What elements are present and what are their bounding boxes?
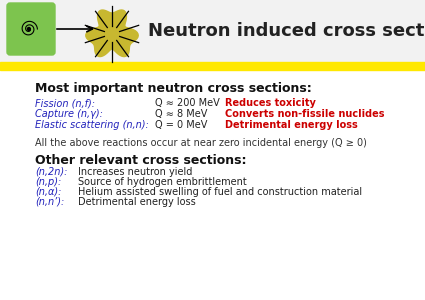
Circle shape	[27, 28, 31, 31]
Text: (n,2n):: (n,2n):	[35, 167, 68, 177]
Text: Fission (n,f):: Fission (n,f):	[35, 98, 95, 108]
Text: Helium assisted swelling of fuel and construction material: Helium assisted swelling of fuel and con…	[78, 187, 362, 197]
Polygon shape	[86, 10, 138, 57]
Text: Most important neutron cross sections:: Most important neutron cross sections:	[35, 82, 312, 95]
Text: (n,p):: (n,p):	[35, 177, 61, 187]
Text: All the above reactions occur at near zero incidental energy (Q ≥ 0): All the above reactions occur at near ze…	[35, 138, 367, 148]
Text: (n,α):: (n,α):	[35, 187, 61, 197]
Text: (n,n’):: (n,n’):	[35, 197, 64, 207]
Text: Q ≈ 8 MeV: Q ≈ 8 MeV	[155, 109, 207, 119]
Text: Increases neutron yield: Increases neutron yield	[78, 167, 193, 177]
Text: Detrimental energy loss: Detrimental energy loss	[78, 197, 196, 207]
Text: Reduces toxicity: Reduces toxicity	[225, 98, 316, 108]
Text: Other relevant cross sections:: Other relevant cross sections:	[35, 154, 246, 167]
Text: Detrimental energy loss: Detrimental energy loss	[225, 120, 358, 130]
Text: Capture (n,γ):: Capture (n,γ):	[35, 109, 103, 119]
Text: Converts non-fissile nuclides: Converts non-fissile nuclides	[225, 109, 385, 119]
Text: Q = 0 MeV: Q = 0 MeV	[155, 120, 207, 130]
Text: Q ≈ 200 MeV: Q ≈ 200 MeV	[155, 98, 220, 108]
Bar	[0, 0, 425, 62]
Text: Neutron induced cross sections: Neutron induced cross sections	[148, 22, 425, 40]
Text: Source of hydrogen embrittlement: Source of hydrogen embrittlement	[78, 177, 247, 187]
Text: Elastic scattering (n,n):: Elastic scattering (n,n):	[35, 120, 149, 130]
FancyBboxPatch shape	[7, 3, 55, 55]
Bar	[0, 62, 425, 70]
